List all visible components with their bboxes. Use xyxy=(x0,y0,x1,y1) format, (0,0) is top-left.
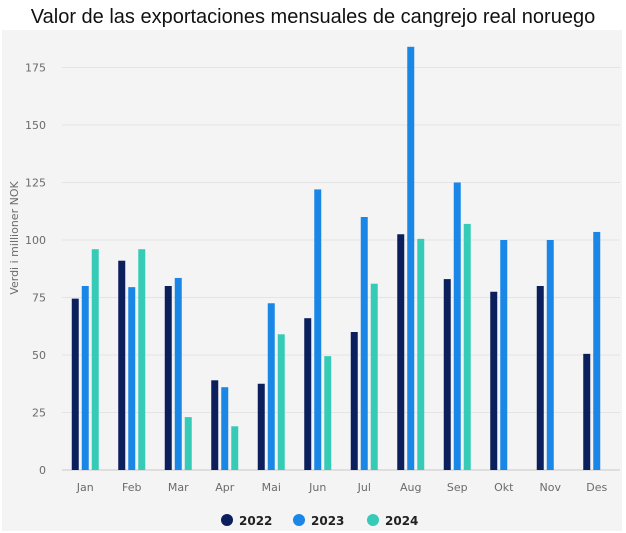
bar-2024-feb[interactable] xyxy=(138,249,146,470)
x-axis-ticks: Jan Feb Mar Apr Mai Jun Jul Aug Sep Okt Nov Des xyxy=(76,481,608,494)
bar-2024-jul[interactable] xyxy=(370,283,378,470)
x-tick-label: Apr xyxy=(215,481,235,494)
bar-2022-sep[interactable] xyxy=(443,279,451,470)
bar-2023-des[interactable] xyxy=(593,231,601,470)
bar-2022-nov[interactable] xyxy=(536,286,544,470)
bar-2023-okt[interactable] xyxy=(500,240,508,470)
bars xyxy=(71,46,601,471)
y-tick-label: 75 xyxy=(32,292,46,305)
bar-2022-des[interactable] xyxy=(583,353,591,470)
bar-2024-sep[interactable] xyxy=(463,223,471,470)
legend-marker xyxy=(293,514,305,526)
y-tick-label: 175 xyxy=(25,62,46,75)
x-tick-label: Mar xyxy=(168,481,189,494)
x-tick-label: Nov xyxy=(540,481,562,494)
bar-2023-jun[interactable] xyxy=(314,189,322,470)
y-tick-label: 100 xyxy=(25,234,46,247)
bar-2024-apr[interactable] xyxy=(231,426,239,470)
x-tick-label: Okt xyxy=(494,481,514,494)
bar-2023-sep[interactable] xyxy=(453,182,461,471)
y-tick-label: 150 xyxy=(25,119,46,132)
chart-title: Valor de las exportaciones mensuales de … xyxy=(30,6,596,28)
legend-label: 2022 xyxy=(239,514,272,528)
legend-item-2023[interactable]: 2023 xyxy=(293,514,344,528)
bar-2022-mai[interactable] xyxy=(257,383,265,470)
x-tick-label: Aug xyxy=(400,481,421,494)
legend-marker xyxy=(367,514,379,526)
x-tick-label: Sep xyxy=(447,481,468,494)
x-tick-label: Mai xyxy=(262,481,281,494)
bar-2024-mar[interactable] xyxy=(184,417,192,470)
bar-2023-mar[interactable] xyxy=(174,277,182,470)
legend-label: 2024 xyxy=(385,514,418,528)
bar-2023-aug[interactable] xyxy=(407,46,415,471)
bar-2022-feb[interactable] xyxy=(118,260,126,470)
bar-2022-mar[interactable] xyxy=(164,286,172,470)
legend-label: 2023 xyxy=(311,514,344,528)
x-tick-label: Jan xyxy=(76,481,94,494)
bar-2024-jan[interactable] xyxy=(91,249,99,470)
x-tick-label: Des xyxy=(586,481,607,494)
bar-2023-jul[interactable] xyxy=(360,217,368,470)
bar-2022-okt[interactable] xyxy=(490,291,498,470)
bar-2024-mai[interactable] xyxy=(277,334,285,470)
bar-2022-jan[interactable] xyxy=(71,298,79,470)
y-tick-label: 50 xyxy=(32,349,46,362)
bar-2022-jul[interactable] xyxy=(350,332,358,470)
bar-2024-aug[interactable] xyxy=(417,238,425,470)
bar-2022-apr[interactable] xyxy=(211,380,219,470)
chart-panel xyxy=(2,30,622,531)
y-tick-label: 25 xyxy=(32,407,46,420)
bar-2022-jun[interactable] xyxy=(304,318,312,470)
bar-2023-jan[interactable] xyxy=(81,286,89,470)
bar-2022-aug[interactable] xyxy=(397,234,405,470)
legend-item-2024[interactable]: 2024 xyxy=(367,514,418,528)
bar-2023-nov[interactable] xyxy=(546,240,554,470)
x-tick-label: Jun xyxy=(308,481,326,494)
legend-marker xyxy=(221,514,233,526)
y-tick-label: 125 xyxy=(25,177,46,190)
legend: 2022 2023 2024 xyxy=(221,514,418,528)
legend-item-2022[interactable]: 2022 xyxy=(221,514,272,528)
bar-2023-mai[interactable] xyxy=(267,303,275,470)
bar-2023-apr[interactable] xyxy=(221,387,229,470)
x-tick-label: Feb xyxy=(122,481,141,494)
bar-2023-feb[interactable] xyxy=(128,287,136,470)
bar-2024-jun[interactable] xyxy=(324,356,332,470)
y-axis-label: Verdi i millioner NOK xyxy=(8,181,21,295)
gridlines xyxy=(62,67,620,471)
x-tick-label: Jul xyxy=(357,481,371,494)
y-tick-label: 0 xyxy=(39,464,46,477)
y-axis-ticks: 0 25 50 75 100 125 150 175 xyxy=(25,62,46,478)
